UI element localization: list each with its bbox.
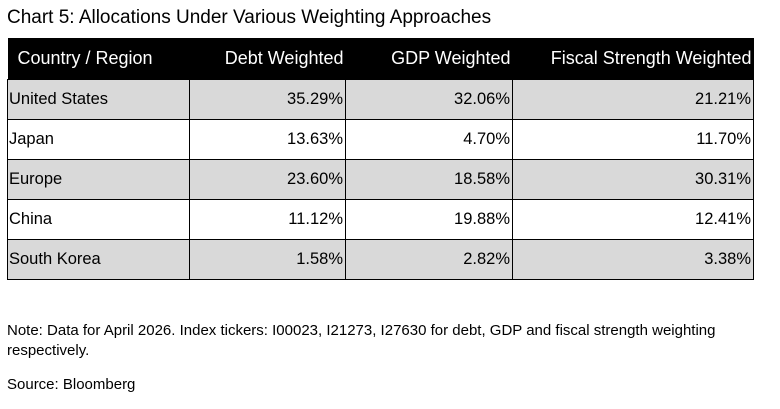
- table-row-china: China 11.12% 19.88% 12.41%: [7, 199, 754, 240]
- cell-gdp-weighted: 4.70%: [345, 119, 513, 160]
- cell-debt-weighted: 1.58%: [189, 239, 346, 280]
- cell-fiscal-strength-weighted: 3.38%: [512, 239, 754, 280]
- table-row-japan: Japan 13.63% 4.70% 11.70%: [7, 119, 754, 160]
- chart-title: Chart 5: Allocations Under Various Weigh…: [7, 7, 492, 28]
- cell-fiscal-strength-weighted: 30.31%: [512, 159, 754, 200]
- column-header-debt-weighted: Debt Weighted: [189, 38, 346, 80]
- cell-country: Europe: [7, 159, 190, 200]
- cell-fiscal-strength-weighted: 12.41%: [512, 199, 754, 240]
- cell-country: China: [7, 199, 190, 240]
- cell-country: United States: [7, 79, 190, 120]
- table-row-united-states: United States 35.29% 32.06% 21.21%: [7, 79, 754, 120]
- cell-debt-weighted: 35.29%: [189, 79, 346, 120]
- source-text: Source: Bloomberg: [7, 376, 136, 393]
- table-row-europe: Europe 23.60% 18.58% 30.31%: [7, 159, 754, 200]
- note-text: Note: Data for April 2026. Index tickers…: [7, 322, 716, 359]
- cell-fiscal-strength-weighted: 11.70%: [512, 119, 754, 160]
- cell-country: Japan: [7, 119, 190, 160]
- cell-debt-weighted: 11.12%: [189, 199, 346, 240]
- column-header-gdp-weighted: GDP Weighted: [345, 38, 513, 80]
- table-header-row: Country / Region Debt Weighted GDP Weigh…: [7, 38, 754, 80]
- cell-debt-weighted: 13.63%: [189, 119, 346, 160]
- cell-gdp-weighted: 18.58%: [345, 159, 513, 200]
- column-header-fiscal-strength-weighted: Fiscal Strength Weighted: [512, 38, 754, 80]
- cell-country: South Korea: [7, 239, 190, 280]
- cell-fiscal-strength-weighted: 21.21%: [512, 79, 754, 120]
- cell-gdp-weighted: 32.06%: [345, 79, 513, 120]
- allocations-table: Country / Region Debt Weighted GDP Weigh…: [7, 38, 754, 280]
- cell-debt-weighted: 23.60%: [189, 159, 346, 200]
- cell-gdp-weighted: 19.88%: [345, 199, 513, 240]
- table-row-south-korea: South Korea 1.58% 2.82% 3.38%: [7, 239, 754, 280]
- column-header-country: Country / Region: [7, 38, 190, 80]
- cell-gdp-weighted: 2.82%: [345, 239, 513, 280]
